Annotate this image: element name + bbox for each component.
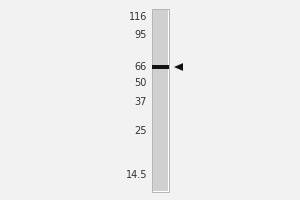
Bar: [152, 9, 169, 192]
Text: 14.5: 14.5: [125, 170, 147, 180]
Text: 116: 116: [129, 12, 147, 22]
Text: 95: 95: [135, 30, 147, 40]
Text: 37: 37: [135, 97, 147, 107]
Text: 50: 50: [135, 78, 147, 88]
Bar: [153, 10, 168, 191]
Bar: [152, 65, 169, 69]
Text: 66: 66: [135, 62, 147, 72]
Text: 25: 25: [134, 126, 147, 136]
Polygon shape: [174, 63, 183, 71]
